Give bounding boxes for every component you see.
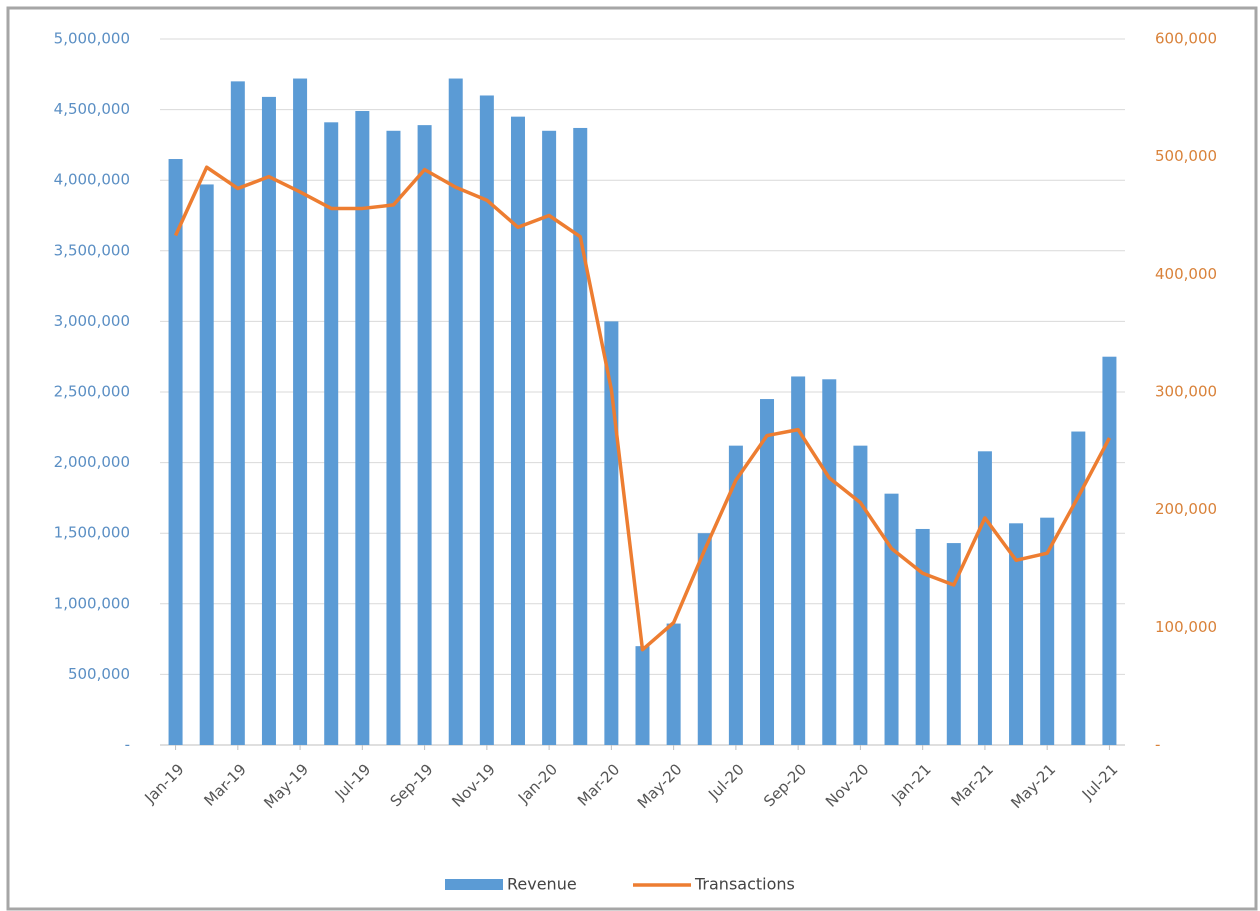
bar [417, 125, 432, 745]
bar [1009, 523, 1024, 745]
y2-tick-label: 600,000 [1155, 30, 1217, 48]
y2-tick-label: 400,000 [1155, 265, 1217, 283]
y-tick-label: 1,500,000 [54, 524, 130, 542]
y-tick-label: - [125, 736, 130, 754]
bar [1040, 517, 1055, 745]
bar [573, 127, 588, 746]
legend-label: Revenue [507, 875, 577, 894]
bar [479, 95, 494, 746]
y2-tick-label: - [1155, 736, 1160, 754]
y2-tick-label: 300,000 [1155, 383, 1217, 401]
x-tick-label: May-21 [1007, 760, 1059, 812]
x-tick-label: Jan-21 [888, 760, 935, 807]
y-tick-label: 1,000,000 [54, 594, 130, 612]
bar [915, 528, 930, 745]
bar [728, 445, 743, 745]
bar [324, 122, 339, 746]
bar [355, 111, 370, 745]
bar [230, 81, 245, 746]
bar [168, 159, 183, 745]
x-tick-label: May-19 [260, 760, 312, 812]
bar [386, 130, 401, 745]
bar [822, 379, 837, 745]
x-tick-label: Sep-19 [387, 760, 437, 810]
y-tick-label: 3,500,000 [54, 241, 130, 259]
bar [542, 130, 557, 745]
x-tick-label: Nov-20 [822, 760, 872, 810]
bar [448, 78, 463, 745]
chart-frame [6, 6, 1258, 911]
y2-tick-label: 500,000 [1155, 147, 1217, 165]
bar [666, 623, 681, 745]
legend-label: Transactions [694, 875, 795, 894]
bar [697, 533, 712, 745]
x-tick-label: Mar-19 [200, 760, 249, 809]
bar [853, 445, 868, 745]
x-tick-label: Jul-21 [1078, 760, 1122, 804]
bar [1102, 356, 1117, 745]
x-tick-label: Jan-19 [140, 760, 187, 807]
y-tick-label: 5,000,000 [54, 30, 130, 48]
bar [293, 78, 308, 745]
y-tick-label: 2,500,000 [54, 383, 130, 401]
y2-tick-label: 100,000 [1155, 618, 1217, 636]
x-tick-label: Jul-20 [704, 760, 748, 804]
bar [791, 376, 806, 745]
x-tick-label: Nov-19 [448, 760, 498, 810]
y-tick-label: 4,000,000 [54, 171, 130, 189]
y-tick-label: 2,000,000 [54, 453, 130, 471]
x-tick-label: Sep-20 [760, 760, 810, 810]
y-tick-label: 4,500,000 [54, 100, 130, 118]
bar [946, 543, 961, 745]
legend-swatch [445, 879, 503, 890]
bar [510, 116, 525, 745]
bar [199, 184, 214, 745]
x-tick-label: May-20 [634, 760, 686, 812]
bar [760, 399, 775, 745]
bar [977, 451, 992, 745]
bar [261, 96, 276, 746]
y-tick-label: 3,000,000 [54, 312, 130, 330]
x-tick-label: Mar-21 [948, 760, 997, 809]
y2-tick-label: 200,000 [1155, 500, 1217, 518]
x-tick-label: Mar-20 [574, 760, 623, 809]
bar [635, 646, 650, 745]
line [173, 165, 1111, 652]
bar [884, 493, 899, 745]
x-tick-label: Jan-20 [514, 760, 561, 807]
bar [1071, 431, 1086, 745]
y-tick-label: 500,000 [68, 665, 130, 683]
x-tick-label: Jul-19 [331, 760, 375, 804]
